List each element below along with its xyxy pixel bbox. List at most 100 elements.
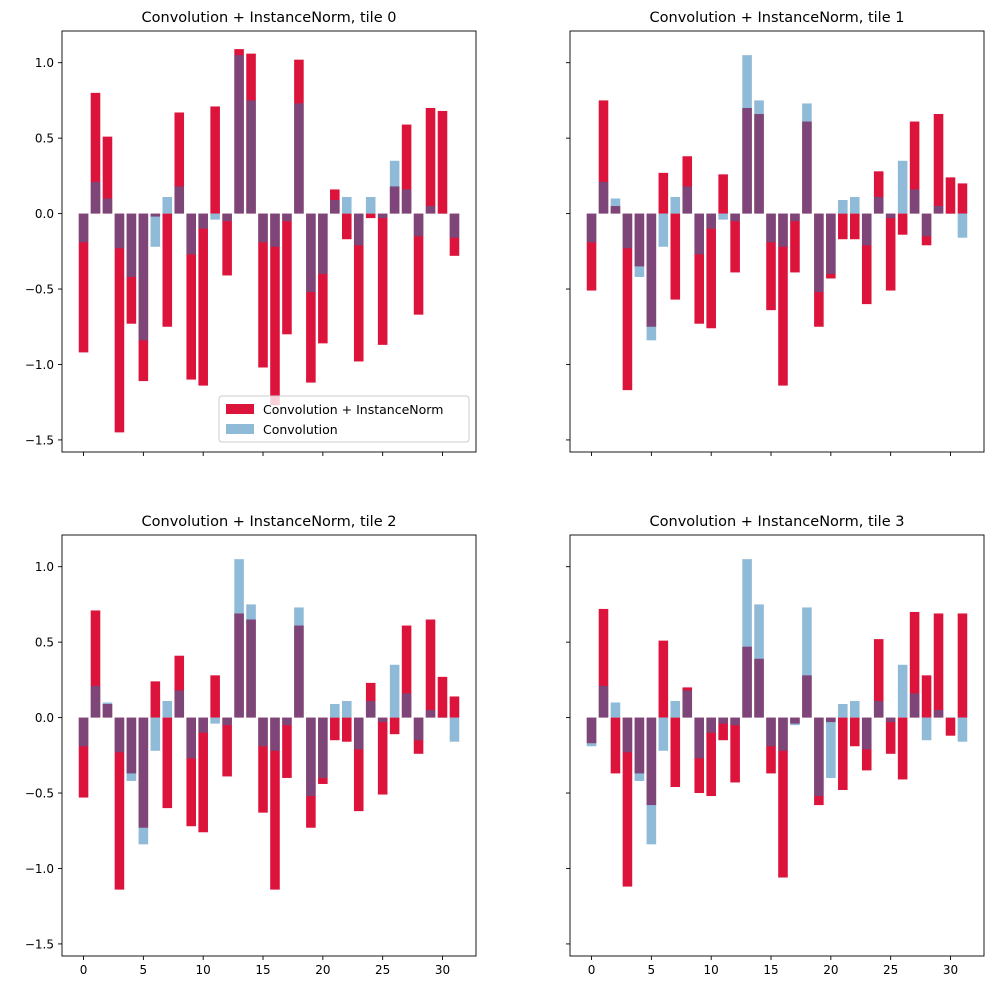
bar-conv <box>102 702 113 718</box>
bar-norm <box>873 639 884 718</box>
bar-conv <box>138 213 149 341</box>
bar-norm <box>718 717 728 741</box>
bar-norm <box>437 676 448 718</box>
bar-norm <box>222 213 232 276</box>
x-tick-label: 30 <box>435 963 450 977</box>
x-tick-label: 20 <box>315 963 330 977</box>
bar-norm <box>838 213 848 240</box>
x-tick-label: 5 <box>140 963 148 977</box>
bar-conv <box>861 717 872 750</box>
subplot-title: Convolution + InstanceNorm, tile 1 <box>650 10 905 26</box>
bar-norm <box>957 183 968 214</box>
bar-norm <box>909 121 920 214</box>
bar-conv <box>742 559 752 718</box>
bar-conv <box>150 213 161 247</box>
bar-norm <box>586 213 597 291</box>
bar-conv <box>449 213 460 238</box>
bar-conv <box>401 693 412 718</box>
bar-norm <box>365 682 376 718</box>
bar-norm <box>425 107 436 214</box>
x-tick-label: 0 <box>80 963 88 977</box>
bar-conv <box>186 717 197 759</box>
bar-norm <box>413 213 424 315</box>
bar-conv <box>706 213 716 229</box>
bar-conv <box>162 196 173 214</box>
subplot-title: Convolution + InstanceNorm, tile 0 <box>142 10 397 26</box>
bar-norm <box>610 717 621 774</box>
bar-conv <box>778 717 788 751</box>
bar-conv <box>425 206 436 214</box>
bar-conv <box>330 200 340 214</box>
bar-conv <box>126 213 137 277</box>
bar-conv <box>790 213 800 222</box>
x-tick-label: 20 <box>823 963 838 977</box>
bar-conv <box>849 196 860 214</box>
legend-label: Convolution + InstanceNorm <box>263 402 443 417</box>
bar-norm <box>730 717 740 783</box>
bar-conv <box>102 198 113 214</box>
bar-conv <box>222 213 232 222</box>
bar-conv <box>658 213 669 247</box>
bar-conv <box>885 213 896 219</box>
bar-norm <box>222 717 232 777</box>
bar-norm <box>353 717 364 812</box>
bar-norm <box>114 213 125 433</box>
y-tick-label: −1.0 <box>25 862 54 876</box>
bar-norm <box>778 213 788 386</box>
bar-conv <box>766 213 776 243</box>
bar-conv <box>353 717 364 750</box>
bar-conv <box>246 604 256 718</box>
bar-norm <box>210 675 220 718</box>
bar-conv <box>622 213 633 249</box>
bar-norm <box>174 655 185 718</box>
bar-norm <box>706 213 716 329</box>
bar-norm <box>198 717 208 833</box>
bar-conv <box>78 213 89 243</box>
bar-norm <box>150 681 161 718</box>
bar-norm <box>933 613 944 718</box>
bar-norm <box>897 717 908 780</box>
bar-norm <box>682 156 693 214</box>
x-tick-label: 0 <box>588 963 596 977</box>
y-tick-label: 0.0 <box>35 207 54 221</box>
bar-conv <box>921 213 932 237</box>
bar-norm <box>102 136 113 214</box>
bar-conv <box>377 717 388 723</box>
bar-conv <box>246 100 256 214</box>
bar-conv <box>377 213 388 219</box>
bar-conv <box>802 607 812 718</box>
subplot-title: Convolution + InstanceNorm, tile 2 <box>142 514 397 530</box>
bar-conv <box>318 717 328 778</box>
bar-conv <box>341 700 352 718</box>
bar-conv <box>634 213 645 277</box>
bar-conv <box>670 196 681 214</box>
bar-conv <box>150 717 161 751</box>
subplot-title: Convolution + InstanceNorm, tile 3 <box>650 514 905 530</box>
bar-conv <box>933 206 944 214</box>
bar-norm <box>425 619 436 718</box>
bar-conv <box>586 213 597 243</box>
legend-swatch <box>226 424 254 434</box>
y-tick-label: −1.0 <box>25 358 54 372</box>
bar-norm <box>598 608 609 718</box>
bar-conv <box>294 103 304 214</box>
bar-conv <box>210 213 220 220</box>
bar-conv <box>282 213 292 222</box>
bar-norm <box>849 717 860 747</box>
bar-norm <box>401 124 412 214</box>
bar-norm <box>449 696 460 718</box>
bar-norm <box>186 717 197 827</box>
bar-norm <box>885 213 896 291</box>
bar-conv <box>873 196 884 214</box>
bar-conv <box>258 213 268 243</box>
bar-norm <box>778 717 788 878</box>
bar-conv <box>909 693 920 718</box>
bar-norm <box>377 717 388 795</box>
bar-conv <box>162 700 173 718</box>
bar-norm <box>873 171 884 214</box>
bar-norm <box>306 213 316 383</box>
bar-norm <box>861 213 872 305</box>
bar-conv <box>365 196 376 214</box>
bar-conv <box>598 685 609 718</box>
subplot-tile-3: Convolution + InstanceNorm, tile 3 0 5 10 1… <box>566 514 985 977</box>
